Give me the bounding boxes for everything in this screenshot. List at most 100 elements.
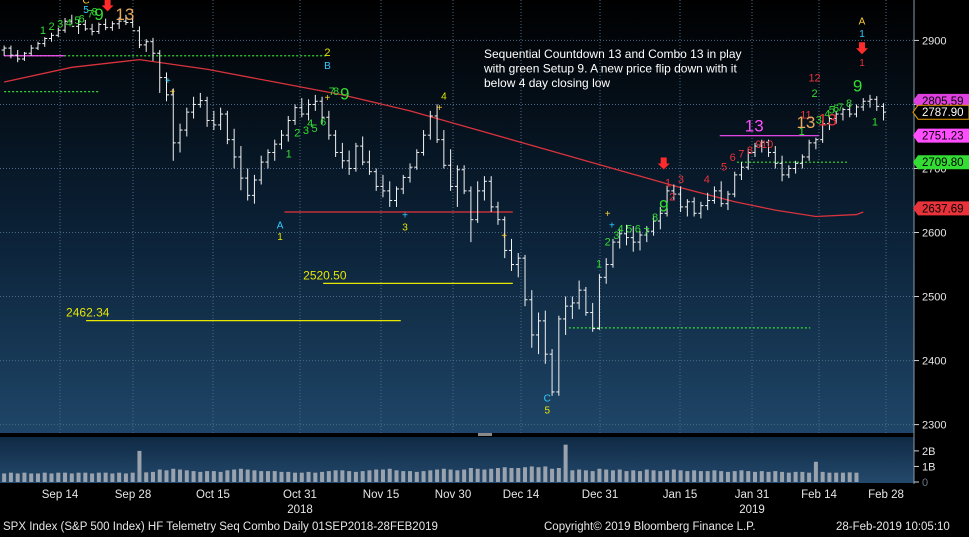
volume-bar: [211, 471, 216, 482]
volume-tick-label: 1B: [922, 461, 935, 473]
ohlc-bar: [326, 110, 332, 140]
setup-count-label: 9: [659, 196, 668, 215]
setup-count-label: 1: [40, 25, 46, 37]
volume-bar: [421, 471, 426, 482]
volume-bar: [218, 471, 223, 482]
setup-count-label: 7: [329, 86, 335, 98]
y-tick-label: 2400: [922, 356, 946, 368]
ohlc-bar: [136, 26, 142, 49]
volume-bar: [293, 472, 298, 482]
x-tick-label: Jan 31: [735, 489, 770, 501]
ohlc-bar: [35, 41, 41, 51]
volume-bar: [2, 473, 7, 482]
volume-bar: [773, 471, 778, 482]
ohlc-bar: [853, 104, 859, 118]
ohlc-bar: [373, 168, 379, 191]
setup-count-label: +: [169, 87, 175, 98]
ohlc-bar: [150, 37, 156, 61]
volume-bar: [191, 471, 196, 482]
volume-bar: [259, 471, 264, 482]
volume-bar: [509, 468, 514, 482]
moving-average-line: [4, 58, 864, 218]
footer-security: SPX Index (S&P 500 Index) HF Telemetry S…: [3, 521, 438, 533]
ohlc-bar: [644, 226, 650, 243]
ohlc-bar: [306, 99, 312, 121]
volume-bar: [807, 472, 812, 482]
ohlc-bar: [170, 88, 176, 161]
price-tag-box: [913, 155, 969, 170]
ohlc-bar: [339, 142, 345, 169]
volume-bar: [360, 471, 365, 482]
ohlc-bar: [705, 192, 711, 211]
volume-bar: [739, 470, 744, 482]
setup-count-label: 5: [829, 104, 835, 116]
setup-count-label: 2: [669, 191, 675, 203]
ohlc-bar: [732, 171, 738, 198]
ohlc-bar: [536, 312, 542, 355]
volume-tick-label: 0: [922, 477, 928, 489]
volume-bar: [347, 471, 352, 482]
setup-count-label: 6: [320, 117, 326, 129]
ohlc-bar: [542, 310, 548, 364]
x-tick-label: Nov 15: [363, 489, 399, 501]
ohlc-bar: [278, 130, 284, 150]
ohlc-bar: [475, 181, 481, 223]
ohlc-bar: [684, 199, 690, 217]
volume-bar: [198, 471, 203, 482]
setup-count-label: 13: [115, 5, 134, 24]
ohlc-bar: [319, 96, 325, 124]
x-tick-label: Oct 31: [283, 489, 317, 501]
volume-bar: [367, 470, 372, 482]
setup-count-label: 5: [626, 224, 632, 236]
volume-bar: [56, 472, 61, 482]
ohlc-bar: [1, 45, 7, 56]
ohlc-bar: [366, 150, 372, 175]
setup-count-label: +: [325, 93, 331, 104]
ohlc-bar: [468, 186, 474, 243]
level-label: 2462.34: [66, 306, 110, 320]
ohlc-bar: [312, 94, 318, 111]
setup-count-label: 12: [808, 72, 820, 84]
ohlc-bar: [407, 163, 413, 183]
volume-bar: [35, 473, 40, 482]
volume-bar: [610, 470, 615, 482]
ohlc-bar: [380, 174, 386, 198]
volume-tick-label: 2B: [922, 446, 935, 458]
ohlc-bar: [563, 296, 569, 335]
volume-bar: [272, 471, 277, 482]
ohlc-bar: [387, 181, 393, 207]
volume-bar: [516, 468, 521, 482]
volume-bar: [563, 444, 568, 482]
volume-bar: [523, 467, 528, 482]
ohlc-bar: [157, 50, 163, 93]
volume-bar: [583, 470, 588, 482]
ohlc-bar: [109, 21, 115, 31]
ohlc-bar: [630, 226, 636, 252]
ohlc-bar: [62, 18, 68, 33]
volume-bar: [252, 470, 257, 482]
ohlc-bar: [549, 349, 555, 396]
volume-bar: [414, 471, 419, 482]
volume-bar: [658, 471, 663, 482]
volume-bar: [130, 472, 135, 482]
ohlc-bar: [881, 103, 887, 121]
ohlc-bar: [772, 146, 778, 169]
footer: SPX Index (S&P 500 Index) HF Telemetry S…: [0, 518, 969, 537]
setup-count-label: 11: [800, 110, 811, 122]
setup-count-label: 1: [596, 259, 602, 271]
volume-bar: [326, 471, 331, 482]
volume-bar: [455, 470, 460, 482]
volume-bar: [401, 471, 406, 482]
ohlc-bar: [238, 146, 244, 191]
volume-bar: [205, 471, 210, 482]
ohlc-bar: [434, 104, 440, 143]
setup-count-label: 6: [635, 224, 641, 236]
volume-bar: [712, 470, 717, 482]
setup-count-label: 13: [796, 113, 815, 132]
ohlc-bar: [89, 23, 95, 36]
volume-bar: [374, 469, 379, 482]
volume-bar: [678, 470, 683, 482]
price-flip-arrow-icon: [855, 42, 868, 55]
volume-bar: [69, 473, 74, 482]
volume-bar: [164, 470, 169, 482]
